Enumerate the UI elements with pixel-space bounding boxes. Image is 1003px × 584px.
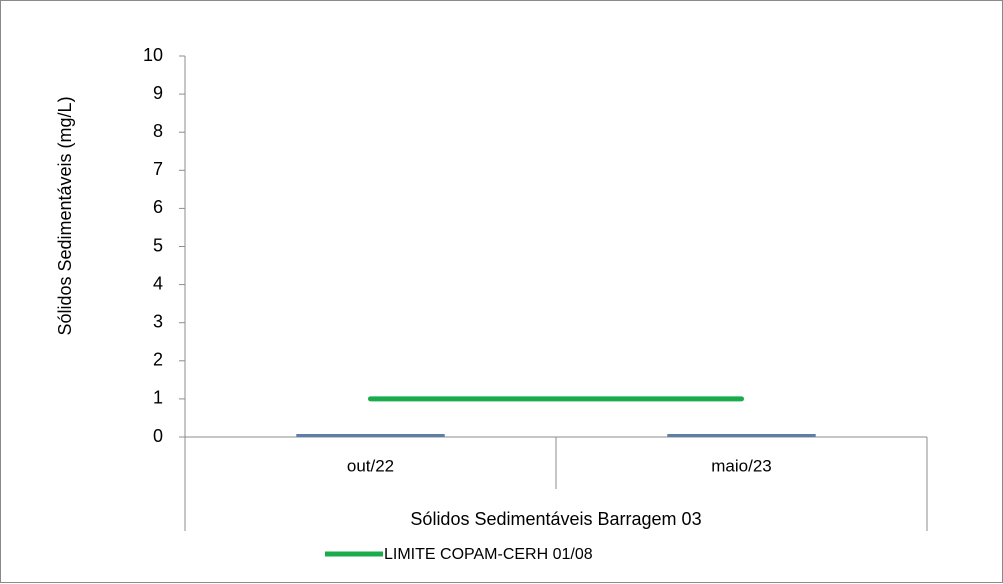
y-tick-label: 6 xyxy=(153,197,163,217)
category-label: maio/23 xyxy=(711,456,771,475)
category-label: out/22 xyxy=(347,456,394,475)
y-tick-label: 4 xyxy=(153,273,163,293)
y-tick-labels: 0 1 2 3 4 5 6 7 8 9 10 xyxy=(143,45,163,446)
y-tick-label: 8 xyxy=(153,121,163,141)
y-tick-label: 3 xyxy=(153,311,163,331)
y-tick-label: 1 xyxy=(153,388,163,408)
bars xyxy=(296,434,816,437)
axes xyxy=(179,55,928,531)
bar xyxy=(667,434,816,437)
group-label: Sólidos Sedimentáveis Barragem 03 xyxy=(410,509,701,529)
y-axis-label: Sólidos Sedimentáveis (mg/L) xyxy=(55,96,75,335)
y-tick-label: 9 xyxy=(153,83,163,103)
y-tick-label: 5 xyxy=(153,235,163,255)
bar xyxy=(296,434,445,437)
legend: LIMITE COPAM-CERH 01/08 xyxy=(325,546,593,563)
y-tick-label: 7 xyxy=(153,159,163,179)
legend-label-limit: LIMITE COPAM-CERH 01/08 xyxy=(384,546,593,563)
category-labels: out/22 maio/23 xyxy=(347,456,772,475)
y-tick-label: 2 xyxy=(153,350,163,370)
y-tick-label: 10 xyxy=(143,45,163,65)
y-tick-label: 0 xyxy=(153,426,163,446)
